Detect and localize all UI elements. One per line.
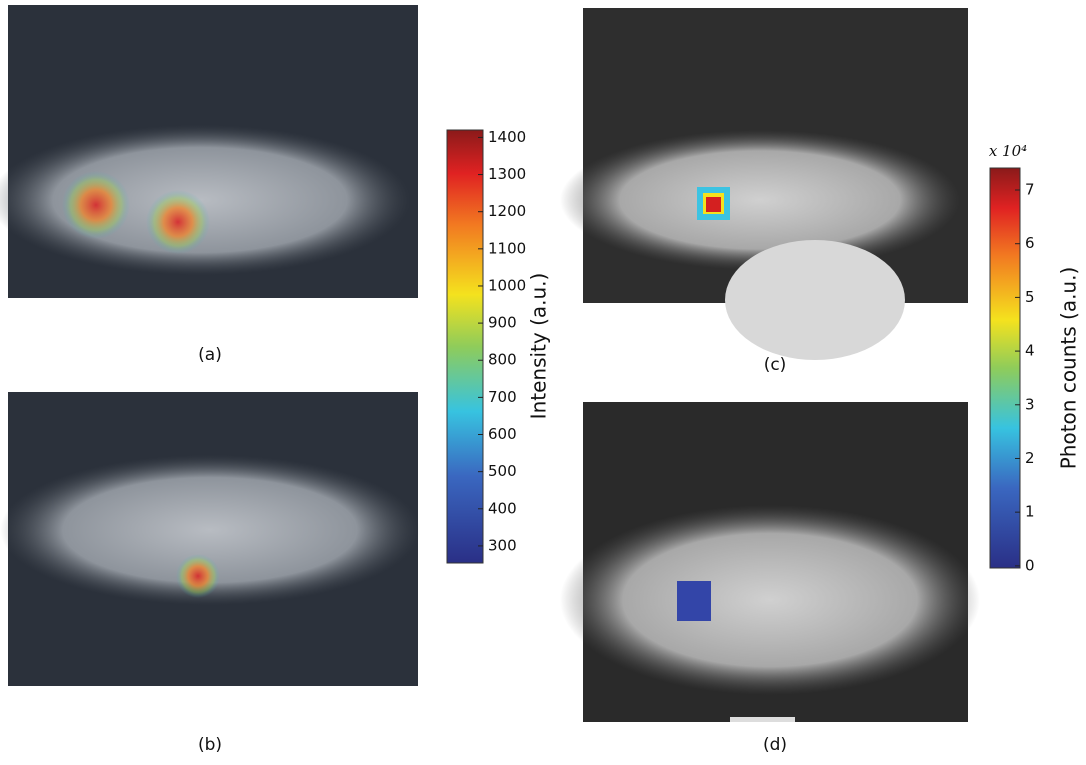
tick-label: 400: [488, 499, 517, 517]
tick-label: 2: [1025, 449, 1035, 467]
photo-b: [0, 392, 420, 686]
panel-label: (b): [198, 735, 222, 755]
photo-c: [560, 8, 968, 360]
tick-label: 1400: [488, 128, 526, 146]
tick-label: 300: [488, 536, 517, 554]
tick-label: 700: [488, 388, 517, 406]
tick-label: 7: [1025, 181, 1035, 199]
colorbar: [990, 168, 1020, 568]
panel-label: (c): [764, 355, 787, 375]
figure: (a) (b) (c) (d) Intensity (a.u.) Photon …: [0, 0, 1086, 761]
tick-label: 1300: [488, 165, 526, 183]
colorbar-multiplier: x 10⁴: [989, 142, 1027, 160]
colorbar: [447, 130, 483, 563]
photo-a: [0, 5, 418, 298]
tick-label: 900: [488, 314, 517, 332]
tick-label: 3: [1025, 395, 1035, 413]
tick-label: 5: [1025, 288, 1035, 306]
tick-label: 500: [488, 462, 517, 480]
tick-label: 800: [488, 351, 517, 369]
panel-label: (d): [763, 735, 787, 755]
tick-label: 6: [1025, 234, 1035, 252]
tick-label: 1100: [488, 239, 526, 257]
tick-label: 600: [488, 425, 517, 443]
tick-label: 4: [1025, 342, 1035, 360]
photo-d: [560, 402, 980, 722]
tick-label: 1: [1025, 503, 1035, 521]
colorbar-label: Photon counts (a.u.): [1057, 267, 1081, 470]
tick-label: 1000: [488, 276, 526, 294]
tick-label: 1200: [488, 202, 526, 220]
panel-label: (a): [198, 345, 222, 365]
colorbar-label: Intensity (a.u.): [527, 273, 551, 420]
tick-label: 0: [1025, 556, 1035, 574]
